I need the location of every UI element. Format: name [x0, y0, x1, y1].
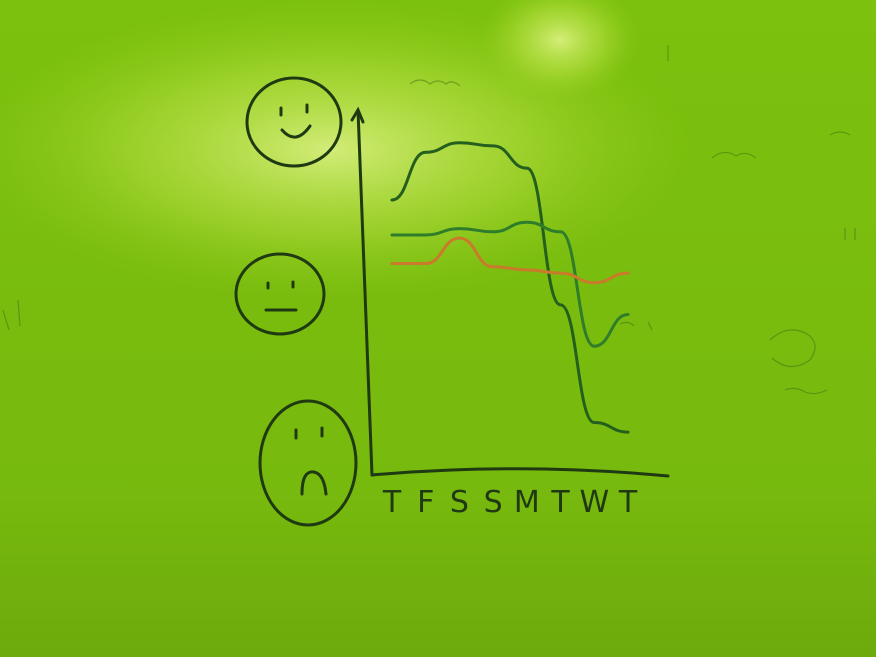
x-tick-label: T — [550, 485, 570, 520]
x-tick-label: T — [618, 485, 638, 520]
chart-axes — [350, 106, 670, 478]
x-axis — [370, 467, 670, 478]
x-tick-label: M — [514, 485, 540, 520]
x-tick-label: F — [417, 485, 434, 520]
happy-face-icon — [245, 76, 343, 168]
x-tick-label: S — [484, 485, 503, 520]
series-line-3 — [390, 236, 630, 285]
chart-series — [390, 141, 630, 434]
y-axis — [356, 108, 374, 477]
x-tick-label: T — [382, 485, 402, 520]
x-tick-label: W — [579, 485, 609, 520]
sad-face-icon — [258, 399, 358, 527]
series-line-1 — [390, 141, 630, 434]
faint-scribbles — [2, 45, 856, 395]
neutral-face-icon — [234, 252, 326, 336]
series-line-2 — [390, 220, 630, 348]
x-tick-label: S — [450, 485, 469, 520]
y-axis-arrow — [350, 106, 365, 124]
